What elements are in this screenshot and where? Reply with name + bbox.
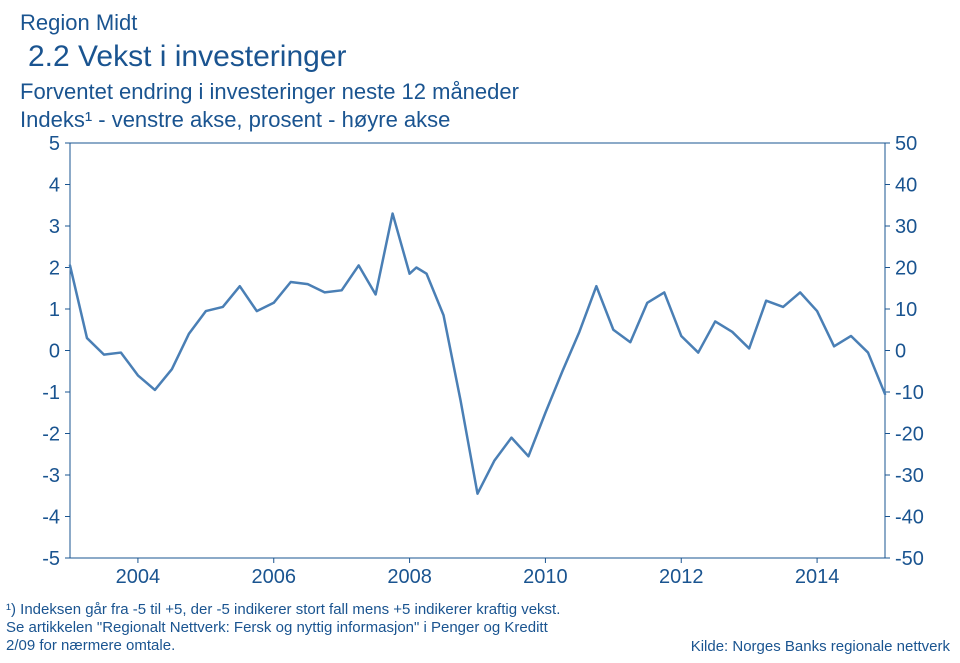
line-chart: -5-4-3-2-1012345-50-40-30-20-10010203040… [20,135,940,590]
svg-text:-4: -4 [42,507,60,529]
svg-text:10: 10 [895,299,917,321]
svg-text:-1: -1 [42,382,60,404]
svg-text:20: 20 [895,258,917,280]
svg-text:-50: -50 [895,548,924,570]
svg-text:-40: -40 [895,507,924,529]
svg-text:4: 4 [49,175,60,197]
subtitle-line-1: Forventet endring i investeringer neste … [20,79,519,104]
subtitle-line-2: Indeks¹ - venstre akse, prosent - høyre … [20,107,450,132]
page: { "header": { "region": "Region Midt", "… [0,0,960,663]
svg-text:2010: 2010 [523,566,568,588]
svg-text:40: 40 [895,175,917,197]
svg-text:2008: 2008 [387,566,432,588]
svg-text:2004: 2004 [116,566,161,588]
svg-text:-3: -3 [42,465,60,487]
footnote: ¹) Indeksen går fra -5 til +5, der -5 in… [6,601,566,655]
svg-text:2006: 2006 [252,566,297,588]
svg-text:-20: -20 [895,424,924,446]
svg-text:5: 5 [49,135,60,155]
svg-text:-5: -5 [42,548,60,570]
svg-text:2014: 2014 [795,566,840,588]
svg-text:30: 30 [895,216,917,238]
chart-svg: -5-4-3-2-1012345-50-40-30-20-10010203040… [20,135,940,590]
svg-text:0: 0 [49,341,60,363]
svg-text:50: 50 [895,135,917,155]
svg-text:-10: -10 [895,382,924,404]
source-label: Kilde: Norges Banks regionale nettverk [691,638,950,655]
svg-text:-2: -2 [42,424,60,446]
chart-title: 2.2 Vekst i investeringer [28,40,347,74]
svg-text:3: 3 [49,216,60,238]
chart-subtitle: Forventet endring i investeringer neste … [20,78,519,133]
svg-text:1: 1 [49,299,60,321]
svg-text:2012: 2012 [659,566,704,588]
svg-text:2: 2 [49,258,60,280]
svg-text:-30: -30 [895,465,924,487]
svg-text:0: 0 [895,341,906,363]
region-label: Region Midt [20,10,137,36]
